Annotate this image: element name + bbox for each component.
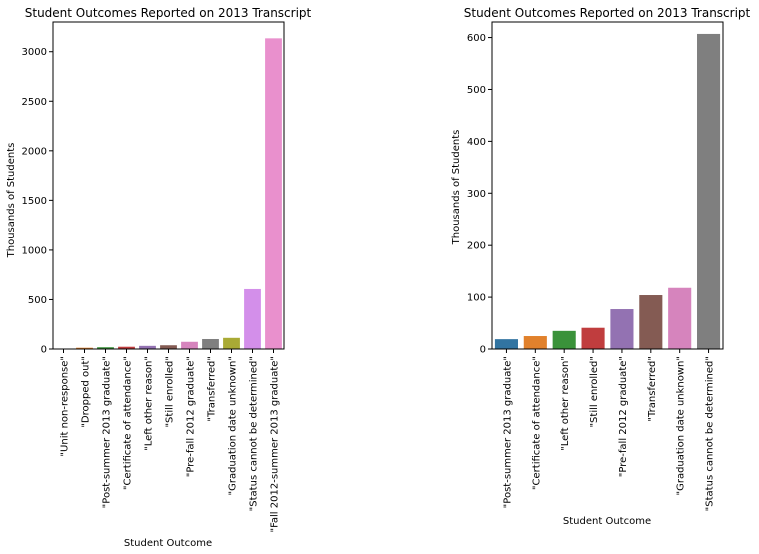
x-tick-label: "Pre-fall 2012 graduate"	[186, 356, 197, 477]
bar	[223, 337, 240, 349]
bar	[523, 336, 547, 349]
x-tick-label: "Left other reason"	[560, 356, 571, 451]
y-tick-label: 600	[467, 33, 486, 44]
y-tick-group: 0 100 200 300 400 500 600	[467, 33, 492, 356]
bar	[118, 346, 135, 349]
x-tick-label: "Dropped out"	[81, 356, 92, 428]
bar	[139, 345, 156, 349]
bar	[581, 327, 605, 349]
bar-group	[55, 38, 282, 349]
chart-title: Student Outcomes Reported on 2013 Transc…	[464, 6, 751, 20]
x-tick-group: "Unit non-response" "Dropped out" "Post-su…	[60, 349, 281, 533]
x-tick-label: "Graduation date unknown"	[676, 356, 687, 496]
bar	[265, 38, 282, 349]
x-tick-label: "Still enrolled"	[589, 356, 600, 428]
y-tick-label: 1000	[22, 245, 47, 256]
y-tick-label: 1500	[22, 196, 47, 207]
bar	[552, 330, 576, 349]
bar-group	[494, 33, 721, 349]
x-tick-label: "Graduation date unknown"	[228, 356, 239, 496]
bar	[639, 295, 663, 349]
plot-frame	[52, 21, 285, 350]
bar	[160, 345, 177, 349]
y-tick-label: 400	[467, 137, 486, 148]
bar	[202, 338, 219, 349]
chart-right: Student Outcomes Reported on 2013 Transc…	[451, 6, 751, 527]
chart-title: Student Outcomes Reported on 2013 Transc…	[25, 6, 312, 20]
y-tick-label: 0	[41, 345, 47, 356]
bar	[494, 339, 518, 349]
y-tick-label: 3000	[22, 47, 47, 58]
x-tick-label: "Status cannot be determined"	[705, 356, 716, 511]
x-tick-label: "Transferred"	[207, 356, 218, 422]
bar	[244, 288, 261, 349]
x-tick-label: "Transferred"	[647, 356, 658, 422]
x-tick-label: "Pre-fall 2012 graduate"	[618, 356, 629, 477]
y-tick-label: 500	[28, 295, 47, 306]
x-tick-label: "Left other reason"	[144, 356, 155, 451]
y-tick-label: 2000	[22, 146, 47, 157]
bar	[610, 309, 634, 349]
bar	[668, 287, 692, 349]
plot-frame	[491, 21, 724, 350]
bar	[697, 33, 721, 349]
y-tick-label: 500	[467, 85, 486, 96]
x-tick-label: "Status cannot be determined"	[249, 356, 260, 511]
y-tick-label: 300	[467, 189, 486, 200]
x-tick-label: "Post-summer 2013 graduate"	[102, 356, 113, 508]
y-tick-label: 2500	[22, 97, 47, 108]
bar	[97, 347, 114, 349]
x-axis-label: Student Outcome	[563, 516, 651, 527]
y-axis-label: Thousands of Students	[451, 130, 462, 246]
x-tick-label: "Post-summer 2013 graduate"	[502, 356, 513, 508]
x-axis-label: Student Outcome	[124, 538, 212, 549]
x-tick-label: "Certificate of attendance"	[531, 356, 542, 490]
bar	[76, 347, 93, 349]
y-tick-label: 200	[467, 241, 486, 252]
bar	[181, 341, 198, 349]
x-tick-label: "Certificate of attendance"	[123, 356, 134, 490]
y-axis-label: Thousands of Students	[6, 143, 17, 259]
chart-left: Student Outcomes Reported on 2013 Transc…	[6, 6, 312, 549]
y-tick-label: 100	[467, 293, 486, 304]
x-tick-label: "Unit non-response"	[60, 356, 71, 457]
x-tick-group: "Post-summer 2013 graduate" "Certificate …	[502, 349, 716, 511]
y-tick-label: 0	[480, 345, 486, 356]
x-tick-label: "Fall 2012-summer 2013 graduate"	[270, 356, 281, 533]
y-tick-group: 0 500 1000 1500 2000 2500 3000	[22, 47, 53, 356]
x-tick-label: "Still enrolled"	[165, 356, 176, 428]
